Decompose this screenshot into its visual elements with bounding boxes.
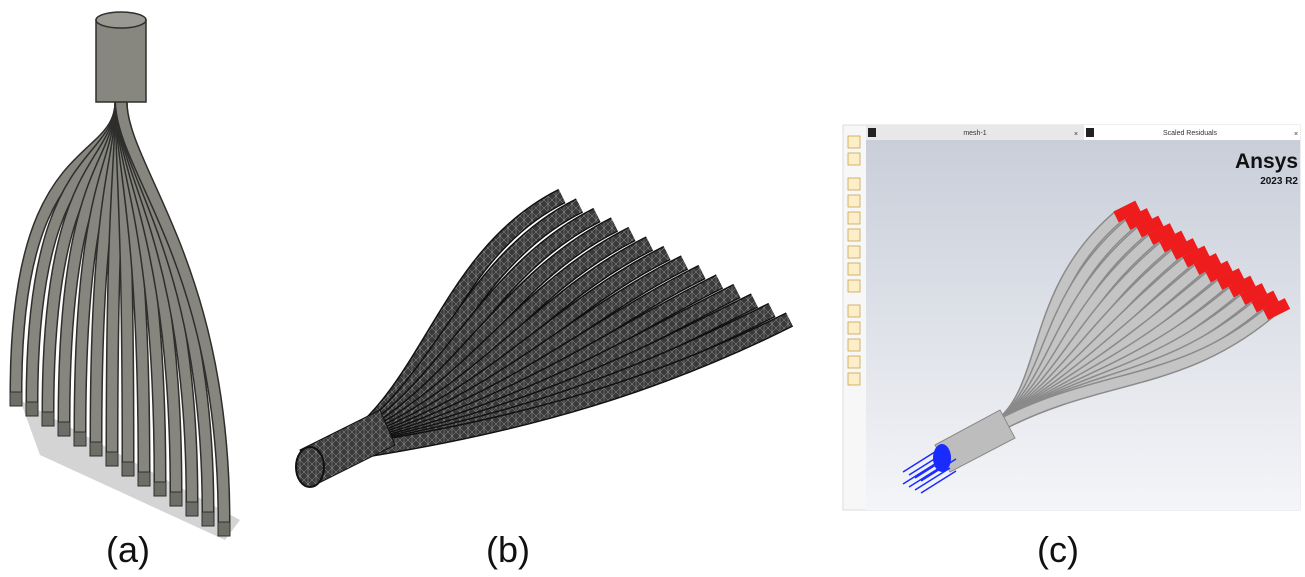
pipe-foot (154, 482, 166, 496)
tab-close[interactable]: × (1074, 131, 1078, 138)
panel-a-render (10, 12, 240, 540)
toolbar-button[interactable] (848, 246, 860, 258)
logo: Ansys (1235, 150, 1298, 173)
tab-icon (868, 128, 876, 137)
tab-title[interactable]: mesh-1 (963, 130, 986, 137)
pipe-foot (90, 442, 102, 456)
toolbar-button[interactable] (848, 356, 860, 368)
panel-label: (a) (106, 529, 150, 570)
panel-label: (b) (486, 529, 530, 570)
toolbar-button[interactable] (848, 212, 860, 224)
pipe-foot (74, 432, 86, 446)
pipe-foot (42, 412, 54, 426)
inlet-face (296, 447, 324, 487)
inlet-face (933, 444, 951, 472)
pipe-foot (26, 402, 38, 416)
toolbar-button[interactable] (848, 229, 860, 241)
toolbar-button[interactable] (848, 305, 860, 317)
inlet-top (96, 12, 146, 28)
toolbar-button[interactable] (848, 136, 860, 148)
pipe-foot (10, 392, 22, 406)
toolbar-button[interactable] (848, 373, 860, 385)
figure: × × mesh-1 Scaled Residuals Ansys 2023 R… (0, 0, 1305, 577)
toolbar-button[interactable] (848, 339, 860, 351)
pipe-foot (202, 512, 214, 526)
pipe-foot (122, 462, 134, 476)
toolbar-button[interactable] (848, 322, 860, 334)
tab-title[interactable]: Scaled Residuals (1163, 130, 1218, 137)
toolbar-button[interactable] (848, 195, 860, 207)
pipe-foot (218, 522, 230, 536)
pipe-foot (106, 452, 118, 466)
toolbar-button[interactable] (848, 153, 860, 165)
tab-close[interactable]: × (1294, 131, 1298, 138)
tab-icon (1086, 128, 1094, 137)
pipe-foot (58, 422, 70, 436)
panel-b-render (296, 196, 790, 487)
pipe-foot (186, 502, 198, 516)
toolbar-button[interactable] (848, 263, 860, 275)
pipe-foot (138, 472, 150, 486)
toolbar-button[interactable] (848, 178, 860, 190)
toolbar-button[interactable] (848, 280, 860, 292)
pipe-foot (170, 492, 182, 506)
inlet-cylinder (96, 20, 146, 102)
panel-label: (c) (1037, 529, 1079, 570)
version: 2023 R2 (1260, 176, 1298, 187)
panel-c-window: × × mesh-1 Scaled Residuals Ansys 2023 R… (843, 125, 1300, 510)
